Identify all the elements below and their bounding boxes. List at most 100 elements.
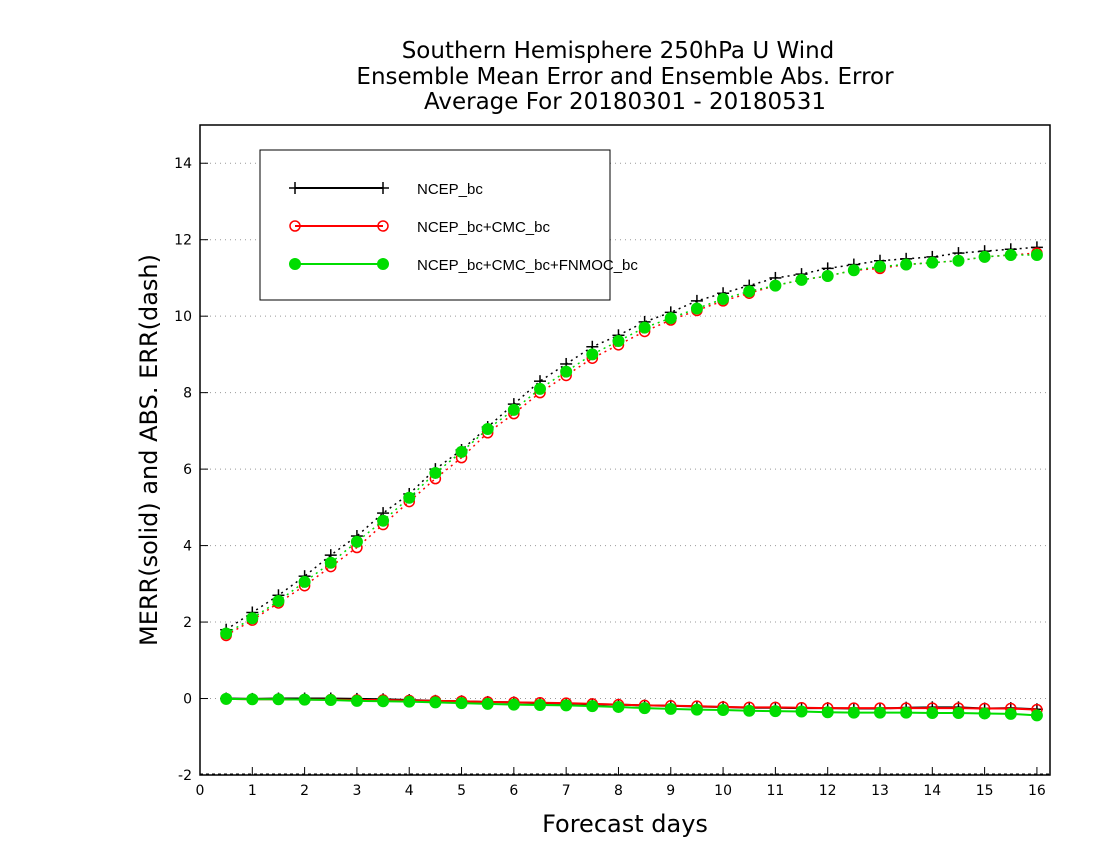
merr-point [717, 704, 730, 716]
y-tick-label: 8 [183, 386, 192, 402]
x-tick-label: 11 [766, 783, 784, 799]
merr-point [821, 706, 834, 719]
merr-point [978, 707, 991, 720]
series-1 [220, 247, 1043, 716]
abs-err-point [795, 273, 808, 286]
merr-point [403, 695, 416, 708]
legend-marker [289, 258, 301, 270]
merr-point [1004, 707, 1017, 720]
x-tick-label: 13 [871, 783, 889, 799]
y-tick-label: 12 [174, 233, 192, 249]
abs-err-point [926, 256, 939, 269]
y-tick-label: 0 [183, 692, 192, 708]
abs-err-point [455, 445, 468, 458]
abs-err-line [225, 254, 1037, 635]
x-tick-label: 2 [300, 783, 309, 799]
merr-point [900, 706, 913, 719]
merr-point [324, 694, 337, 707]
merr-point [298, 693, 311, 706]
abs-err-point [821, 270, 834, 283]
legend-label: NCEP_bc+CMC_bc+FNMOC_bc [417, 257, 638, 274]
merr-point [926, 707, 939, 720]
x-tick-label: 10 [714, 783, 732, 799]
chart-title: Southern Hemisphere 250hPa U Wind Ensemb… [356, 38, 894, 115]
legend-marker [377, 220, 389, 232]
merr-point [612, 700, 625, 713]
merr-point [795, 705, 808, 718]
merr-point [272, 693, 285, 706]
y-tick-label: -2 [178, 768, 192, 784]
merr-point [952, 707, 965, 720]
abs-err-point [978, 250, 991, 263]
x-tick-label: 5 [457, 783, 466, 799]
merr-point [377, 695, 390, 708]
abs-err-point [429, 466, 442, 479]
series-layer [220, 241, 1043, 722]
merr-point [874, 706, 886, 719]
x-tick-label: 14 [923, 783, 941, 799]
x-tick-label: 1 [248, 783, 257, 799]
x-tick-label: 6 [509, 783, 518, 799]
legend-label: NCEP_bc+CMC_bc [417, 219, 550, 236]
abs-err-point [403, 491, 416, 504]
merr-point [534, 699, 546, 712]
y-axis: -2 0 2 4 6 8 10 12 14 [174, 156, 208, 784]
x-tick-label: 9 [666, 783, 675, 799]
abs-err-point [612, 335, 625, 348]
abs-err-point [952, 254, 965, 267]
series-0 [220, 241, 1043, 716]
merr-point [429, 696, 442, 709]
abs-err-point [1030, 249, 1043, 261]
title-line-3: Average For 20180301 - 20180531 [424, 89, 826, 115]
x-axis: 0 1 2 3 4 5 6 7 8 9 10 11 12 13 14 15 16 [196, 767, 1046, 799]
merr-point [481, 697, 494, 710]
legend: NCEP_bc NCEP_bc+CMC_bc NCEP_bc+CMC_bc+FNMO… [259, 149, 638, 301]
abs-err-point [534, 382, 546, 395]
abs-err-point [717, 292, 730, 305]
grid [200, 162, 1050, 775]
merr-point [638, 702, 651, 715]
merr-point [664, 702, 677, 715]
abs-err-point [690, 302, 703, 315]
y-tick-label: 14 [174, 156, 192, 172]
merr-point [1030, 709, 1043, 722]
legend-marker [377, 182, 389, 194]
abs-err-point [874, 260, 886, 273]
abs-err-point [272, 595, 285, 608]
abs-err-point [298, 575, 311, 588]
abs-err-point [324, 556, 337, 569]
x-tick-label: 12 [819, 783, 837, 799]
abs-err-point [638, 321, 651, 334]
x-tick-label: 16 [1028, 783, 1046, 799]
y-tick-label: 2 [183, 615, 192, 631]
x-tick-label: 7 [562, 783, 571, 799]
abs-err-line [225, 246, 1037, 631]
legend-label: NCEP_bc [417, 181, 483, 198]
abs-err-point [560, 365, 573, 378]
abs-err-point [664, 312, 677, 325]
merr-point [507, 698, 520, 711]
merr-point [690, 703, 703, 716]
merr-point [769, 705, 782, 718]
y-tick-label: 6 [183, 462, 192, 478]
abs-err-point [481, 422, 494, 435]
legend-item-0: NCEP_bc [289, 181, 483, 198]
plot-frame [199, 124, 1051, 776]
abs-err-point [246, 612, 259, 625]
title-line-1: Southern Hemisphere 250hPa U Wind [402, 38, 835, 64]
title-line-2: Ensemble Mean Error and Ensemble Abs. Er… [356, 64, 894, 90]
legend-item-2: NCEP_bc+CMC_bc+FNMOC_bc [289, 257, 638, 274]
series-2 [220, 249, 1043, 722]
legend-marker [289, 182, 301, 194]
abs-err-point [586, 348, 599, 361]
merr-point [246, 693, 259, 706]
abs-err-point [507, 403, 520, 416]
abs-err-point [220, 627, 233, 640]
y-axis-label: MERR(solid) and ABS. ERR(dash) [135, 254, 163, 646]
abs-err-point [1004, 249, 1017, 261]
merr-point [560, 699, 573, 712]
legend-item-1: NCEP_bc+CMC_bc [289, 219, 550, 236]
legend-marker [377, 258, 389, 270]
abs-err-line [225, 252, 1037, 637]
